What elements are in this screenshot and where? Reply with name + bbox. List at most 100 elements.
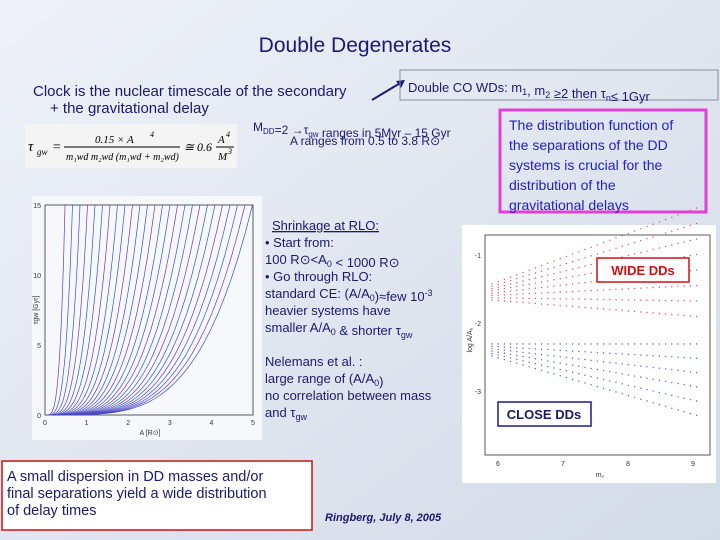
dot bbox=[565, 343, 568, 345]
dot bbox=[695, 269, 698, 271]
dot bbox=[578, 266, 580, 269]
formula-bg bbox=[25, 124, 237, 168]
dot bbox=[528, 283, 530, 285]
dot bbox=[503, 287, 506, 290]
dot bbox=[627, 394, 630, 397]
dot bbox=[540, 343, 543, 345]
text-run: large range of (A/A bbox=[265, 371, 374, 386]
dot bbox=[658, 247, 661, 249]
dot bbox=[522, 271, 524, 274]
dot bbox=[584, 366, 586, 369]
dot bbox=[689, 285, 692, 287]
dot bbox=[646, 250, 648, 252]
dot bbox=[590, 255, 592, 257]
dot bbox=[540, 369, 543, 372]
dot bbox=[571, 275, 574, 278]
dot bbox=[615, 381, 617, 384]
shrinkage-line: standard CE: (A/A0)≈few 10-3 bbox=[265, 286, 433, 304]
dot bbox=[689, 209, 692, 212]
dot bbox=[689, 412, 692, 415]
dot bbox=[584, 248, 586, 251]
dot bbox=[689, 224, 692, 227]
formula-approx: ≅ 0.6 bbox=[184, 140, 212, 154]
text-run: heavier systems have bbox=[265, 303, 391, 318]
dot bbox=[578, 365, 580, 368]
dot bbox=[664, 286, 667, 288]
dot bbox=[559, 343, 561, 345]
dot bbox=[547, 262, 549, 264]
dot bbox=[689, 357, 692, 359]
dot bbox=[633, 241, 636, 244]
dot bbox=[683, 300, 685, 302]
dot bbox=[602, 352, 605, 354]
dot bbox=[596, 307, 599, 310]
text-run: ) bbox=[379, 374, 383, 389]
dot bbox=[652, 343, 654, 345]
dot bbox=[689, 300, 692, 302]
dot bbox=[522, 355, 524, 358]
dot bbox=[491, 343, 493, 345]
dot bbox=[609, 361, 611, 364]
close-label: CLOSE DDs bbox=[507, 407, 581, 422]
subscript: 1 bbox=[522, 87, 527, 97]
dot bbox=[677, 369, 679, 372]
dot bbox=[609, 389, 611, 391]
dot bbox=[621, 235, 623, 237]
nelemans-line: large range of (A/A0) bbox=[265, 371, 383, 389]
dot bbox=[553, 355, 555, 357]
dot bbox=[658, 234, 661, 236]
dot bbox=[578, 373, 580, 375]
dot bbox=[540, 364, 543, 366]
dot bbox=[578, 282, 580, 285]
dot bbox=[584, 306, 586, 309]
dot bbox=[590, 272, 592, 274]
dot bbox=[559, 304, 561, 307]
dot bbox=[540, 264, 543, 267]
dot bbox=[590, 375, 592, 378]
dot bbox=[677, 214, 679, 216]
dot bbox=[602, 361, 605, 363]
dot bbox=[571, 371, 574, 374]
dot bbox=[528, 343, 530, 345]
dot bbox=[658, 286, 661, 289]
dot bbox=[503, 291, 506, 293]
dot bbox=[627, 299, 630, 301]
dot bbox=[509, 297, 512, 299]
dot bbox=[627, 288, 630, 290]
dot bbox=[553, 349, 555, 351]
dot bbox=[522, 280, 524, 282]
conclusion: A small dispersion in DD masses and/orfi… bbox=[7, 469, 267, 519]
dot bbox=[633, 230, 636, 232]
dot bbox=[658, 221, 661, 223]
dot bbox=[640, 311, 642, 313]
text-run: =2 →τ bbox=[275, 123, 309, 137]
dot bbox=[584, 343, 586, 345]
dot bbox=[615, 343, 617, 345]
dot bbox=[509, 283, 512, 285]
dot bbox=[509, 293, 512, 296]
arrow bbox=[371, 81, 403, 101]
dot bbox=[509, 343, 512, 345]
dot bbox=[565, 363, 568, 365]
text-run: )≈few 10 bbox=[375, 289, 425, 304]
dot bbox=[497, 346, 499, 348]
dot bbox=[516, 281, 518, 284]
dot bbox=[584, 290, 586, 292]
dot bbox=[491, 352, 493, 355]
dot bbox=[522, 276, 524, 278]
dot bbox=[683, 285, 685, 287]
dot bbox=[528, 288, 530, 290]
dot bbox=[553, 343, 555, 345]
dot bbox=[646, 311, 648, 314]
dot bbox=[553, 279, 555, 281]
dot bbox=[640, 365, 642, 367]
dot bbox=[664, 343, 667, 345]
dot bbox=[596, 377, 599, 379]
dot bbox=[602, 308, 605, 310]
dot bbox=[559, 284, 561, 287]
dot bbox=[627, 353, 630, 356]
dot bbox=[652, 286, 654, 289]
dot bbox=[584, 374, 586, 376]
dot bbox=[584, 257, 586, 259]
dot bbox=[534, 277, 537, 279]
